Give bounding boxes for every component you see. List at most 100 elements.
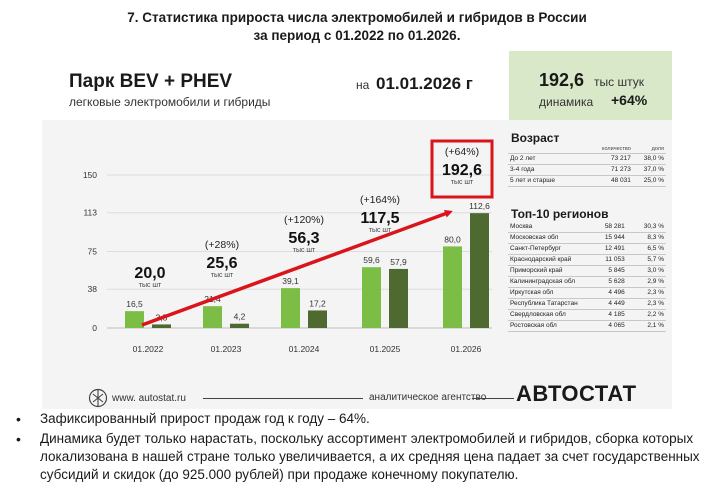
region-share: 30,3 % (626, 222, 666, 233)
bullet-list: Зафиксированный прирост продаж год к год… (14, 410, 704, 486)
region-share: 3,0 % (626, 265, 666, 277)
region-label: Краснодарский край (508, 254, 588, 266)
bar-series-1 (203, 306, 222, 328)
region-share: 2,3 % (626, 287, 666, 299)
bar-series-1 (125, 311, 144, 328)
growth-label: (+164%) (360, 194, 400, 206)
region-label: Калининградская обл (508, 276, 588, 288)
age-row: 3-4 года 71 273 37,0 % (508, 164, 666, 176)
region-count: 4 065 (588, 320, 627, 332)
total-label: 25,6 (206, 255, 237, 272)
bar-series-2 (230, 323, 249, 328)
total-label: 20,0 (134, 265, 165, 282)
age-row-share: 25,0 % (632, 175, 666, 187)
region-row: Краснодарский край 11 053 5,7 % (508, 254, 666, 266)
data-label: 39,1 (282, 276, 299, 286)
date-label: на (356, 78, 370, 92)
dynamics-value: +64% (611, 92, 648, 108)
document-title-line-2: за период с 01.2022 по 01.2026. (253, 28, 461, 43)
bar-series-1 (362, 267, 381, 328)
bar-series-2 (389, 268, 408, 328)
region-label: Москва (508, 222, 588, 233)
autostat-logo-icon (88, 388, 108, 408)
data-label: 112,6 (469, 201, 490, 211)
bar-chart: 1501137538016,53,501.202221,44,201.20233… (83, 139, 494, 354)
data-label: 4,2 (234, 312, 246, 322)
age-row-label: 3-4 года (508, 164, 588, 176)
region-row: Приморский край 5 845 3,0 % (508, 265, 666, 277)
region-label: Республика Татарстан (508, 298, 588, 310)
summary-panel (509, 51, 672, 120)
age-row-count: 71 273 (588, 164, 633, 176)
autostat-logo-text: АВТОСТАТ (516, 381, 637, 406)
data-label: 16,5 (126, 299, 143, 309)
total-label: 117,5 (360, 210, 399, 227)
region-share: 6,5 % (626, 243, 666, 255)
region-count: 4 449 (588, 298, 627, 310)
growth-label: (+120%) (284, 214, 324, 226)
park-subtitle: легковые электромобили и гибриды (69, 95, 271, 109)
y-tick-label: 38 (88, 284, 98, 294)
x-tick-label: 01.2025 (370, 344, 401, 354)
region-share: 2,1 % (626, 320, 666, 332)
dynamics-label: динамика (539, 95, 594, 109)
y-tick-label: 0 (92, 323, 97, 333)
region-row: Свердловская обл 4 185 2,2 % (508, 309, 666, 321)
region-count: 15 944 (588, 232, 627, 244)
age-row-label: 5 лет и старше (508, 175, 588, 187)
x-tick-label: 01.2023 (211, 344, 242, 354)
total-unit: тыс штук (594, 75, 644, 89)
age-col-count: количество (588, 145, 633, 154)
regions-table-title: Топ-10 регионов (511, 207, 609, 221)
age-row: 5 лет и старше 48 031 25,0 % (508, 175, 666, 187)
bar-series-2 (308, 310, 327, 328)
region-share: 2,9 % (626, 276, 666, 288)
highlight-box (430, 139, 494, 199)
bullet-item: Динамика будет только нарастать, посколь… (14, 430, 704, 484)
document-title-line-1: 7. Статистика прироста числа электромоби… (127, 10, 587, 25)
x-tick-label: 01.2022 (133, 344, 164, 354)
regions-table: Москва 58 281 30,3 % Московская обл 15 944 8… (508, 222, 666, 332)
region-count: 5 845 (588, 265, 627, 277)
region-share: 8,3 % (626, 232, 666, 244)
total-unit: тыс шт (369, 227, 392, 234)
region-count: 5 628 (588, 276, 627, 288)
data-label: 80,0 (444, 234, 461, 244)
bar-series-1 (443, 246, 462, 328)
bar-series-2 (470, 213, 489, 328)
bar-series-1 (281, 288, 300, 328)
region-row: Ростовская обл 4 065 2,1 % (508, 320, 666, 332)
region-label: Приморский край (508, 265, 588, 277)
trend-arrow (141, 209, 453, 327)
y-tick-label: 113 (83, 208, 97, 218)
date-value: 01.01.2026 г (376, 74, 473, 93)
total-unit: тыс шт (211, 272, 234, 279)
region-label: Свердловская обл (508, 309, 588, 321)
region-count: 4 185 (588, 309, 627, 321)
growth-label: (+28%) (205, 239, 239, 251)
age-row-count: 73 217 (588, 153, 633, 165)
region-row: Республика Татарстан 4 449 2,3 % (508, 298, 666, 310)
bar-series-2 (152, 324, 171, 328)
total-unit: тыс шт (139, 282, 162, 289)
age-table: количество доля До 2 лет 73 217 38,0 % 3… (508, 145, 666, 187)
age-col-share: доля (632, 145, 666, 154)
park-title: Парк BEV + PHEV (69, 71, 233, 92)
x-tick-label: 01.2024 (289, 344, 320, 354)
region-share: 2,2 % (626, 309, 666, 321)
age-table-title: Возраст (511, 131, 560, 145)
y-tick-label: 75 (88, 247, 98, 257)
growth-label: (+64%) (445, 146, 479, 158)
footer-divider (203, 398, 363, 399)
region-share: 2,3 % (626, 298, 666, 310)
total-label: 192,6 (442, 162, 482, 179)
region-row: Санкт-Петербург 12 491 6,5 % (508, 243, 666, 255)
total-value: 192,6 (539, 70, 585, 90)
region-count: 58 281 (588, 222, 627, 233)
footer-agency: аналитическое агентство (369, 392, 487, 403)
region-count: 11 053 (588, 254, 627, 266)
age-row-count: 48 031 (588, 175, 633, 187)
age-row-label: До 2 лет (508, 153, 588, 165)
x-tick-label: 01.2026 (451, 344, 482, 354)
region-label: Московская обл (508, 232, 588, 244)
